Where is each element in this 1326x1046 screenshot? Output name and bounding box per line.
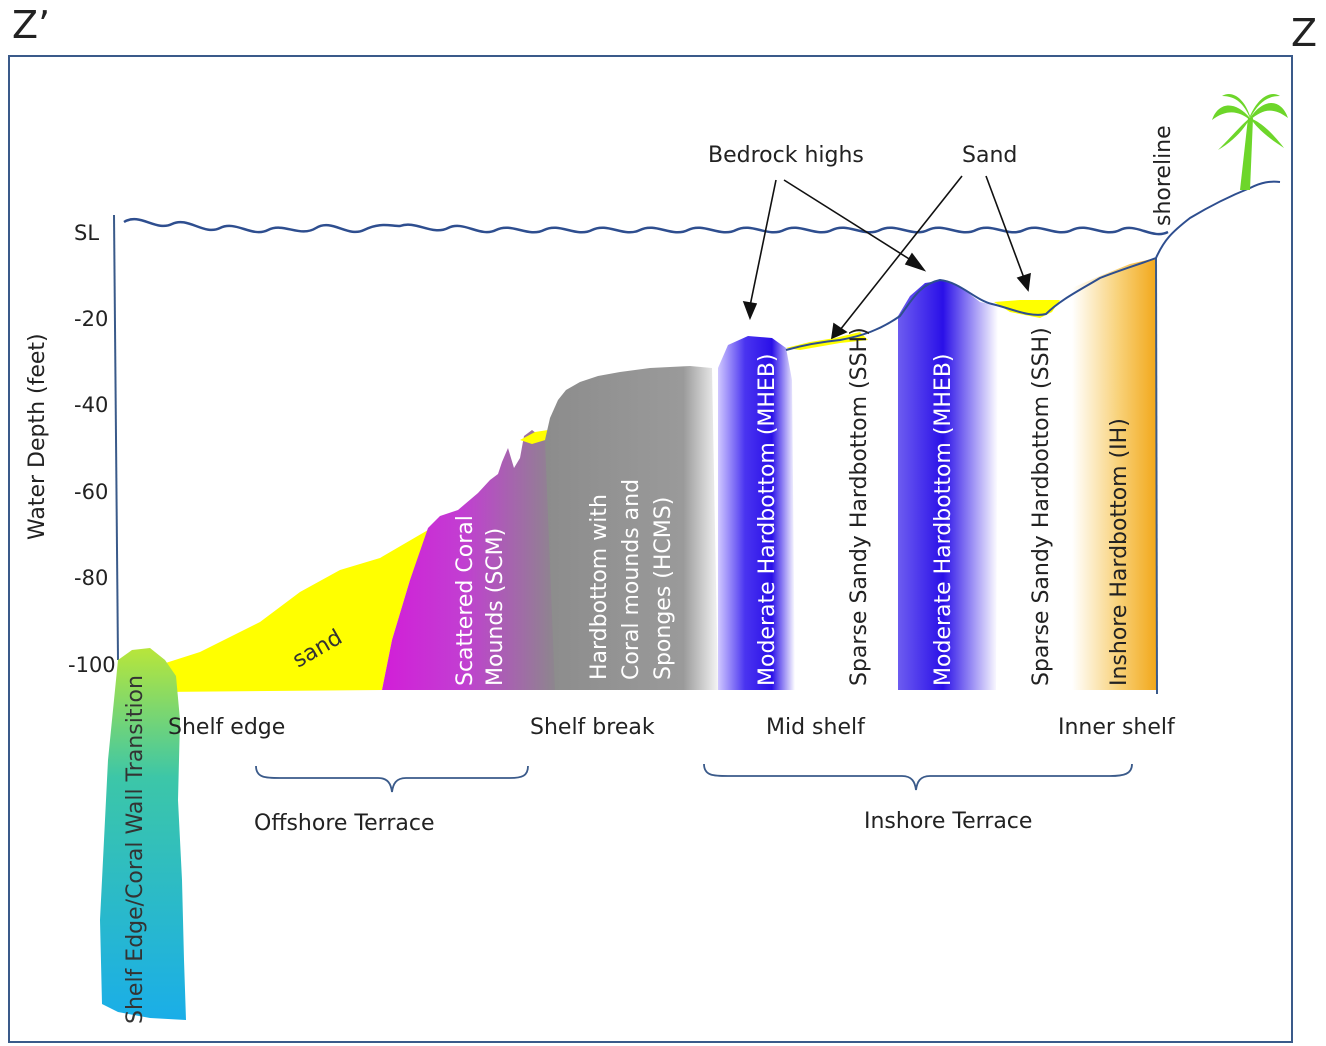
brace-inshore-terrace	[703, 763, 1133, 791]
zone-label-ih: Inshore Hardbottom (IH)	[1107, 418, 1132, 686]
label-inner-shelf: Inner shelf	[1058, 715, 1176, 740]
zone-label-scm-2: Mounds (SCM)	[483, 528, 508, 686]
zone-label-mheb-2: Moderate Hardbottom (MHEB)	[931, 353, 956, 686]
scm-zone	[382, 420, 560, 690]
corner-label-right: Z	[1291, 11, 1317, 55]
axis-title: Water Depth (feet)	[25, 333, 50, 540]
coral-wall-zone	[100, 648, 186, 1020]
ih-zone	[1072, 258, 1156, 690]
seafloor-profile-line	[785, 180, 1281, 351]
palm-tree-icon	[1212, 94, 1288, 190]
label-offshore-terrace: Offshore Terrace	[254, 811, 434, 836]
axis-tick-sl: SL	[74, 221, 99, 245]
brace-offshore-terrace	[255, 765, 529, 793]
sand-plain	[150, 530, 428, 692]
depth-axis-line	[113, 214, 119, 661]
label-mid-shelf: Mid shelf	[766, 715, 866, 740]
zone-label-mheb-1: Moderate Hardbottom (MHEB)	[755, 353, 780, 686]
sand-patch-mounds	[520, 430, 552, 444]
axis-tick-20: -20	[74, 307, 108, 331]
callout-sand: Sand	[962, 143, 1017, 168]
callout-bedrock-highs: Bedrock highs	[708, 143, 864, 168]
zone-label-hcms-3: Sponges (HCMS)	[651, 497, 676, 680]
sea-surface-wave	[123, 217, 1169, 236]
ih-edge-line	[1155, 257, 1158, 695]
mheb-zone-2	[898, 280, 998, 690]
axis-tick-100: -100	[68, 653, 116, 677]
diagram-frame	[8, 55, 1293, 1043]
label-inshore-terrace: Inshore Terrace	[864, 809, 1032, 834]
zone-label-ssh-1: Sparse Sandy Hardbottom (SSH)	[847, 327, 872, 686]
zone-label-hcms-1: Hardbottom with	[587, 494, 612, 680]
zone-label-ssh-2: Sparse Sandy Hardbottom (SSH)	[1029, 327, 1054, 686]
callout-arrows	[742, 175, 1031, 340]
corner-label-left: Z’	[12, 3, 50, 47]
label-shelf-edge: Shelf edge	[168, 715, 285, 740]
zone-label-hcms-2: Coral mounds and	[619, 479, 644, 680]
hcms-zone	[545, 366, 718, 690]
label-shelf-break: Shelf break	[530, 715, 655, 740]
zone-label-wall: Shelf Edge/Coral Wall Transition	[123, 675, 148, 1024]
axis-tick-80: -80	[74, 566, 108, 590]
axis-tick-40: -40	[74, 393, 108, 417]
zone-label-scm-1: Scattered Coral	[453, 515, 478, 686]
callout-shoreline: shoreline	[1151, 125, 1176, 226]
mheb-zone-1	[718, 336, 795, 690]
axis-tick-60: -60	[74, 480, 108, 504]
